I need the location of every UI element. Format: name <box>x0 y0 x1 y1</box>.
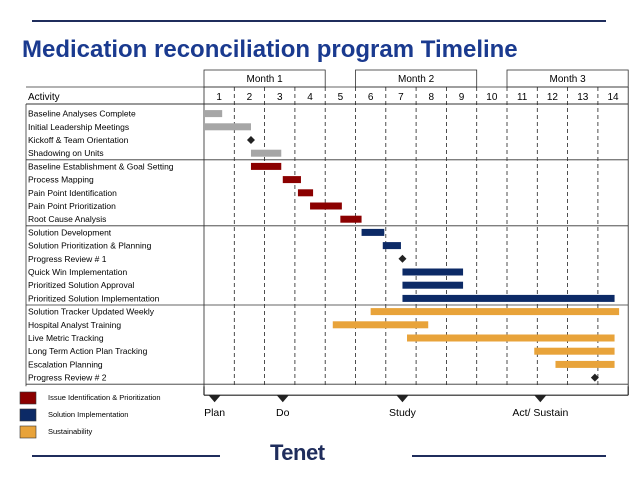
activity-label: Long Term Action Plan Tracking <box>28 346 148 356</box>
activity-bar <box>402 294 615 302</box>
activity-label: Pain Point Identification <box>28 188 117 198</box>
activity-bar <box>361 228 385 236</box>
milestone-diamond <box>590 373 599 382</box>
legend-label: Issue Identification & Prioritization <box>48 393 161 402</box>
activity-label: Progress Review # 2 <box>28 373 107 383</box>
week-number: 8 <box>428 92 434 103</box>
activity-label: Baseline Analyses Complete <box>28 109 136 119</box>
phase-label: Study <box>389 407 417 419</box>
activity-label: Hospital Analyst Training <box>28 320 121 330</box>
legend-swatch <box>19 425 37 439</box>
activity-label: Root Cause Analysis <box>28 214 106 224</box>
week-number: 7 <box>398 92 404 103</box>
phase-label: Plan <box>204 407 225 419</box>
page-title: Medication reconciliation program Timeli… <box>22 36 518 63</box>
activity-bar <box>340 215 362 223</box>
activity-label: Baseline Establishment & Goal Setting <box>28 161 174 171</box>
legend-swatch <box>19 408 37 422</box>
phase-marker <box>534 395 547 403</box>
activity-bar <box>332 321 429 329</box>
activity-bar <box>204 110 223 118</box>
phase-marker <box>208 395 221 403</box>
month-header-label: Month 2 <box>398 74 435 85</box>
week-number: 13 <box>577 92 589 103</box>
activity-bar <box>370 308 620 316</box>
activity-bar <box>250 162 282 170</box>
activity-label: Initial Leadership Meetings <box>28 122 129 132</box>
week-number: 2 <box>247 92 253 103</box>
activity-label: Live Metric Tracking <box>28 333 104 343</box>
activity-bar <box>402 281 464 289</box>
milestone-diamond <box>398 254 407 263</box>
week-number: 9 <box>459 92 465 103</box>
activity-bar <box>297 189 314 197</box>
month-header-label: Month 3 <box>550 74 587 85</box>
activity-label: Solution Development <box>28 227 112 237</box>
activity-bar <box>382 242 401 250</box>
activity-label: Shadowing on Units <box>28 148 104 158</box>
week-number: 1 <box>216 92 222 103</box>
legend-label: Solution Implementation <box>48 410 128 419</box>
activity-bar <box>310 202 342 210</box>
month-header-label: Month 1 <box>247 74 284 85</box>
company-logo: Tenet <box>270 440 325 465</box>
activity-bar <box>555 360 615 368</box>
activity-label: Progress Review # 1 <box>28 254 107 264</box>
week-number: 11 <box>517 92 528 103</box>
week-number: 10 <box>486 92 498 103</box>
week-number: 12 <box>547 92 559 103</box>
top-rule <box>32 20 606 22</box>
phase-label: Act/ Sustain <box>512 407 568 419</box>
activity-bar <box>250 149 282 157</box>
phase-marker <box>276 395 289 403</box>
week-number: 6 <box>368 92 374 103</box>
legend-swatch <box>19 391 37 405</box>
bottom-rule-left <box>32 455 220 457</box>
week-number: 14 <box>607 92 619 103</box>
week-number: 4 <box>307 92 313 103</box>
activity-label: Prioritized Solution Implementation <box>28 293 160 303</box>
milestone-diamond <box>246 136 255 144</box>
week-number: 5 <box>338 92 344 103</box>
activity-label: Kickoff & Team Orientation <box>28 135 129 145</box>
legend-label: Sustainability <box>48 427 92 436</box>
phase-label: Do <box>276 407 290 419</box>
activity-label: Escalation Planning <box>28 359 103 369</box>
activity-label: Prioritized Solution Approval <box>28 280 134 290</box>
activity-label: Solution Tracker Updated Weekly <box>28 307 155 317</box>
activity-column-header: Activity <box>28 92 60 103</box>
activity-bar <box>204 123 251 131</box>
week-number: 3 <box>277 92 283 103</box>
activity-label: Pain Point Prioritization <box>28 201 116 211</box>
activity-label: Solution Prioritization & Planning <box>28 241 152 251</box>
phase-marker <box>396 395 409 403</box>
activity-bar <box>282 176 301 184</box>
activity-label: Quick Win Implementation <box>28 267 127 277</box>
bottom-rule-right <box>412 455 606 457</box>
activity-bar <box>534 347 615 355</box>
activity-bar <box>407 334 615 342</box>
activity-bar <box>402 268 464 276</box>
activity-label: Process Mapping <box>28 175 94 185</box>
